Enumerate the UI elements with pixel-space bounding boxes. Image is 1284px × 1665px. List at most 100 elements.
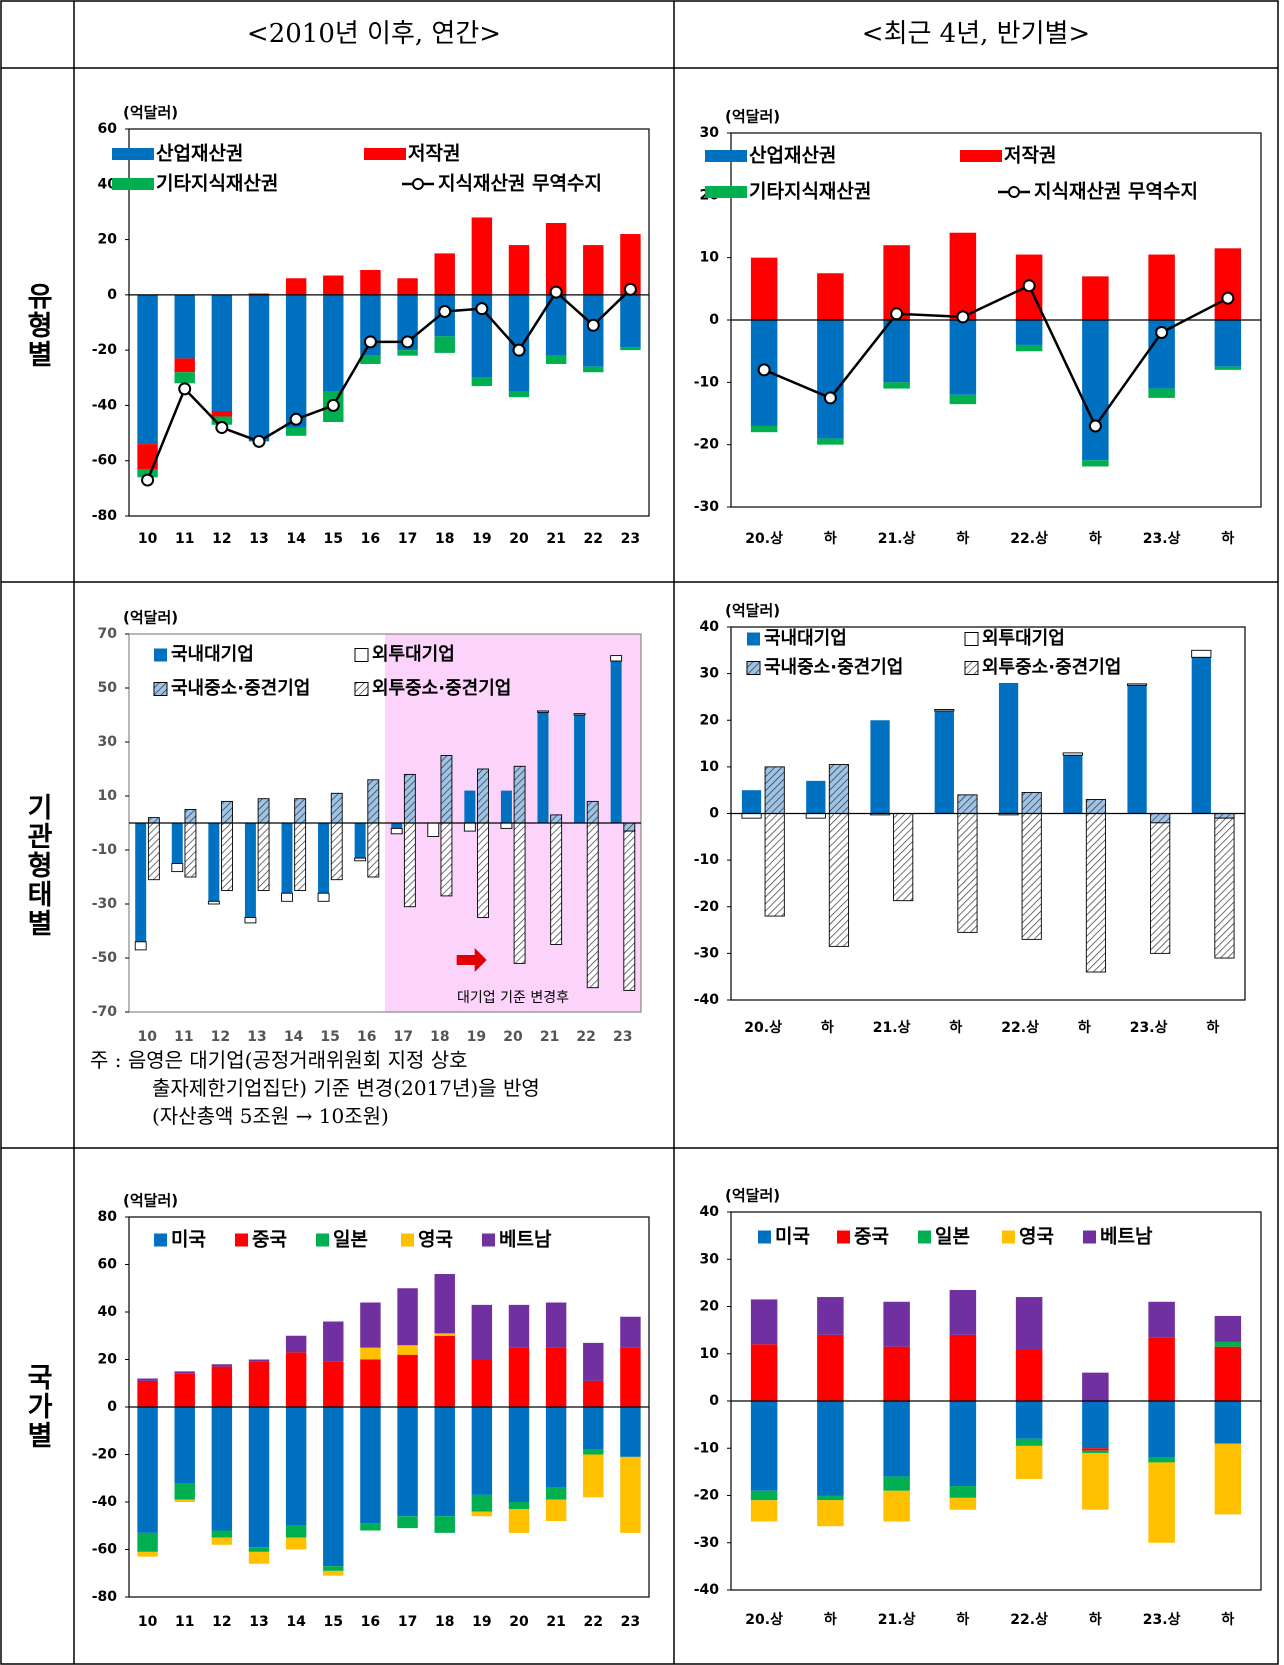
y-tick-label: 20 [700, 1299, 720, 1315]
bar-segment [147, 822, 160, 881]
legend-label: 베트남 [1100, 1226, 1153, 1248]
bar-segment [817, 1495, 844, 1501]
x-tick-label: 13 [247, 1029, 266, 1045]
line-marker [890, 307, 904, 321]
x-tick-label: 10 [138, 1029, 158, 1045]
legend-swatch [154, 648, 167, 662]
bar-segment [1148, 1301, 1175, 1338]
y-tick-label: -20 [92, 1447, 118, 1463]
bar-segment [397, 1354, 418, 1407]
bar-segment [285, 278, 307, 295]
bar-segment [750, 1401, 778, 1491]
bar-segment [137, 1407, 158, 1533]
bar-segment [806, 780, 826, 814]
y-tick-label: 10 [700, 759, 720, 775]
x-tick-label: 16 [361, 1614, 380, 1630]
legend-swatch [705, 150, 747, 162]
bar-segment [893, 813, 914, 902]
bar-segment [463, 822, 476, 832]
bar-segment [323, 1321, 344, 1362]
bar-segment [434, 1274, 455, 1334]
bar-segment [1214, 320, 1242, 367]
bar-segment [750, 1344, 778, 1401]
bar-segment [397, 1516, 418, 1529]
x-tick-label: 10 [138, 531, 158, 547]
y-tick-label: 40 [700, 619, 720, 635]
bar-segment [508, 1407, 530, 1502]
bar-segment [471, 1304, 493, 1360]
x-tick-label: 19 [472, 531, 491, 547]
legend-swatch [964, 661, 979, 675]
bar-segment [248, 1361, 270, 1407]
legend-swatch [235, 1233, 248, 1247]
bar-segment [207, 900, 220, 905]
bar-segment [545, 294, 567, 356]
bar-segment [1191, 649, 1212, 658]
y-tick-label: 0 [107, 1399, 117, 1415]
x-tick-label: 19 [472, 1614, 491, 1630]
y-tick-label: -20 [694, 437, 720, 453]
x-tick-label: 15 [320, 1029, 339, 1045]
bar-segment [1015, 1438, 1043, 1446]
bar-segment [434, 336, 455, 353]
bar-segment [1214, 1401, 1242, 1444]
bar-segment [817, 320, 844, 439]
bar-segment [434, 1516, 455, 1533]
note-line: 주 : 음영은 대기업(공정거래위원회 지정 상호 [90, 1048, 468, 1072]
bar-segment [323, 1570, 344, 1576]
legend-label: 국내중소·중견기업 [764, 657, 903, 678]
bar-segment [471, 1359, 493, 1407]
legend-swatch [1083, 1230, 1096, 1244]
legend-swatch [746, 661, 761, 675]
legend-label: 국내대기업 [764, 628, 847, 649]
y-tick-label: 70 [98, 626, 118, 642]
bar-segment [750, 257, 778, 320]
bar-segment [221, 800, 233, 824]
arrow [456, 948, 487, 972]
bar-segment [1021, 813, 1042, 940]
bar-segment [174, 372, 195, 384]
bar-segment [171, 823, 183, 864]
bar-segment [174, 1407, 195, 1483]
bar-segment [1214, 1443, 1242, 1515]
x-tick-label: 19 [467, 1029, 486, 1045]
x-tick-label: 13 [249, 531, 268, 547]
x-tick-label: 12 [212, 1614, 231, 1630]
legend-swatch [112, 178, 154, 190]
bar-segment [1214, 1346, 1242, 1401]
bar-segment [750, 1490, 778, 1501]
bar-segment [883, 320, 910, 383]
line-series [146, 288, 632, 481]
x-tick-label: 11 [175, 1614, 194, 1630]
legend-swatch [316, 1233, 329, 1247]
legend-swatch [112, 148, 154, 160]
bar-segment [1015, 320, 1043, 345]
legend-label: 국내중소·중견기업 [171, 678, 310, 699]
x-tick-label: 17 [398, 531, 417, 547]
bar-segment [285, 427, 307, 436]
line-marker [363, 335, 377, 349]
bar-segment [545, 1499, 567, 1521]
y-tick-label: -60 [92, 1542, 118, 1558]
bar-segment [221, 822, 233, 891]
y-tick-label: 10 [98, 788, 118, 804]
legend-label: 영국 [418, 1229, 453, 1251]
bar-segment [174, 294, 195, 359]
bar-segment [285, 1537, 307, 1550]
x-tick-label: 21.상 [878, 531, 916, 547]
bar-segment [750, 1299, 778, 1345]
bar-segment [244, 917, 257, 924]
x-tick-label: 13 [249, 1614, 268, 1630]
bar-segment [1062, 752, 1083, 756]
bar-segment [285, 1352, 307, 1407]
bar-segment [508, 1509, 530, 1533]
bar-segment [427, 822, 440, 837]
bar-segment [620, 1456, 641, 1533]
bar-segment [583, 1449, 604, 1455]
legend-label: 중국 [854, 1226, 889, 1248]
x-tick-label: 16 [357, 1029, 376, 1045]
line-series [763, 284, 1229, 429]
y-tick-label: 60 [98, 121, 118, 137]
x-tick-label: 11 [174, 1029, 193, 1045]
y-tick-label: -10 [694, 852, 720, 868]
